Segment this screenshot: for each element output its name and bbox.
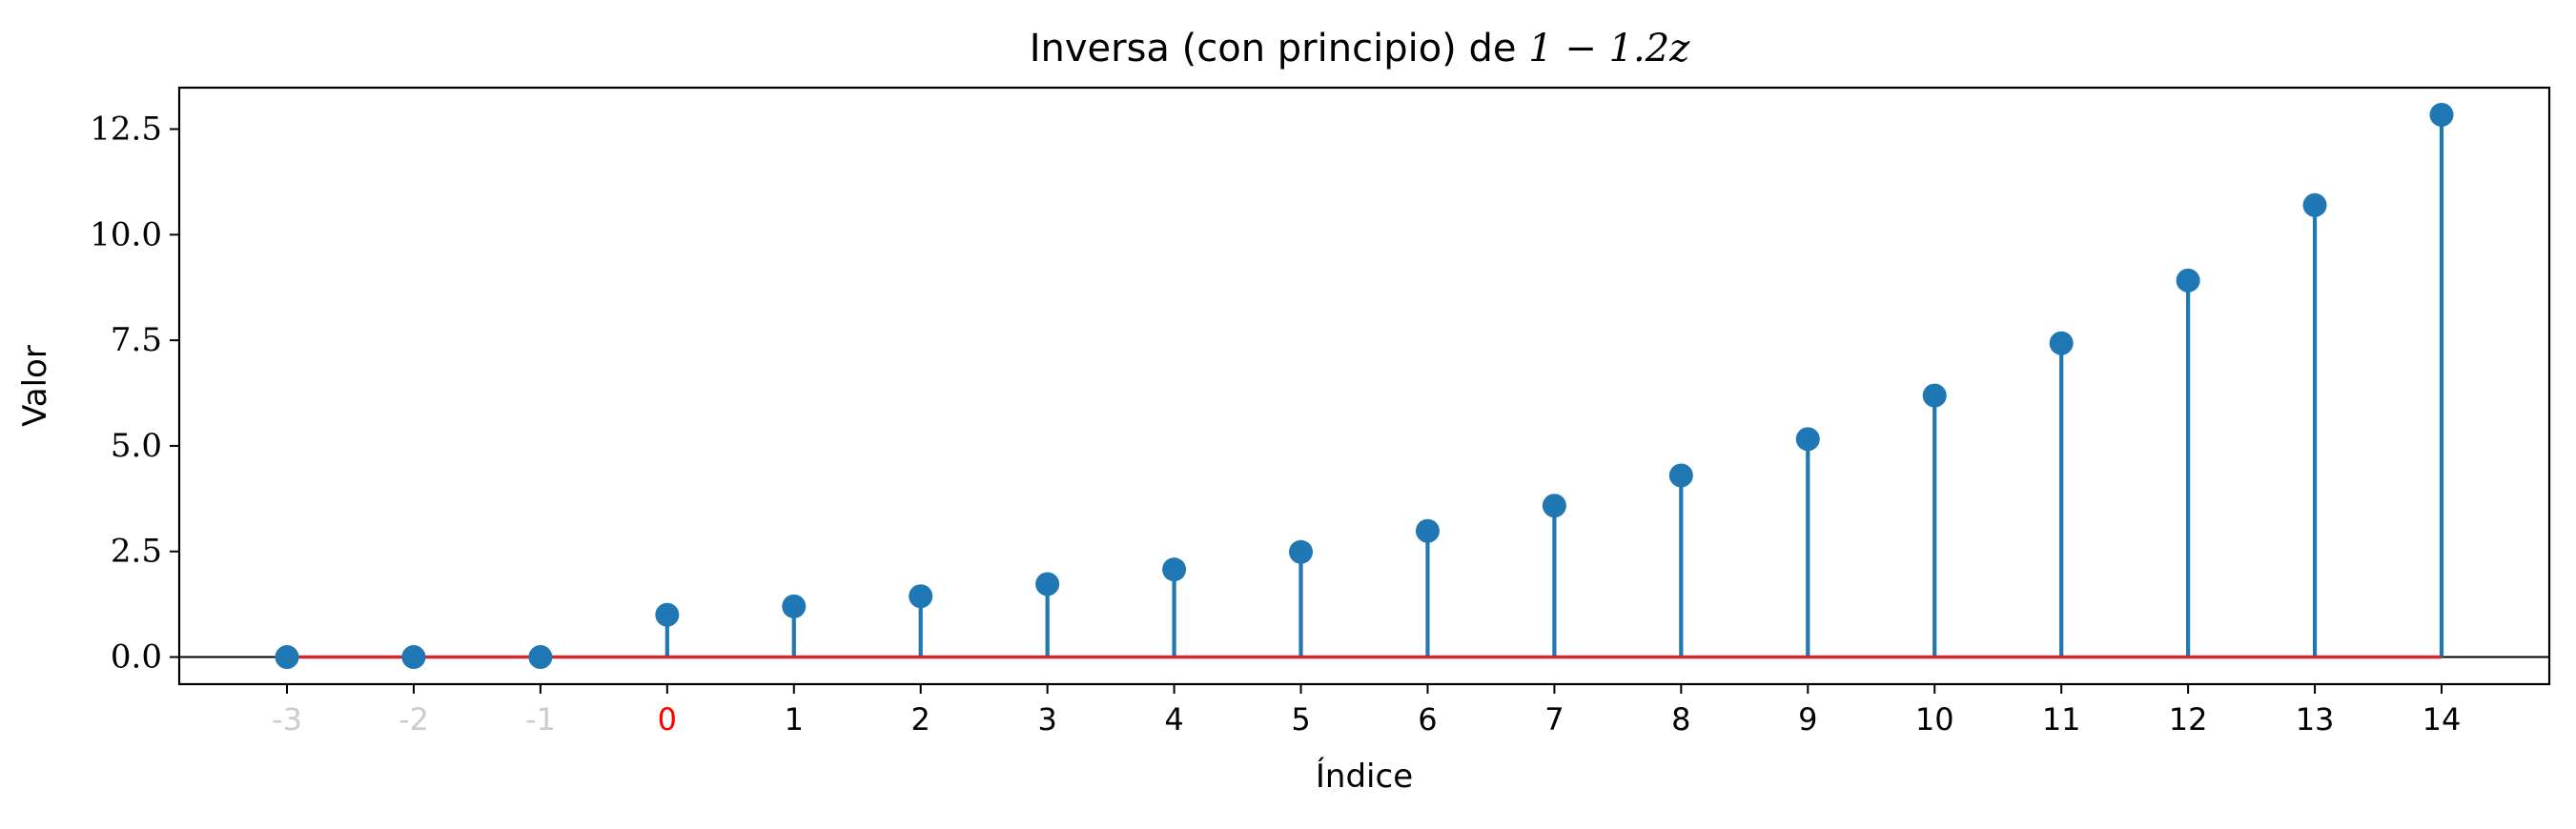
stem-marker — [1289, 539, 1314, 564]
y-tick-label: 12.5 — [90, 110, 162, 148]
x-tick-label: -1 — [525, 701, 556, 738]
x-tick-label: 11 — [2042, 701, 2081, 738]
plot-frame — [177, 86, 2551, 686]
y-tick-label: 2.5 — [111, 533, 162, 571]
y-tick-label: 7.5 — [111, 321, 162, 359]
stem-marker — [2429, 102, 2454, 127]
x-tick-label: 12 — [2169, 701, 2208, 738]
stem-marker — [2176, 268, 2200, 293]
x-tick-label: 8 — [1671, 701, 1690, 738]
stem-marker — [655, 602, 680, 627]
chart-title-text: Inversa (con principio) de — [1030, 27, 1529, 71]
stem-marker — [782, 594, 807, 618]
stem-marker — [2302, 192, 2327, 217]
stem-marker — [1415, 518, 1440, 543]
x-tick-label: 13 — [2296, 701, 2335, 738]
chart-title-math: 1 − 1.2z — [1528, 27, 1690, 71]
stem-marker — [1035, 572, 1060, 596]
stem-marker — [1162, 557, 1187, 582]
y-axis-label: Valor — [16, 345, 54, 427]
stem-marker — [1668, 463, 1693, 488]
stem-marker — [275, 645, 299, 670]
x-tick-label: 4 — [1164, 701, 1183, 738]
stem-marker — [1542, 494, 1566, 518]
stem-marker — [909, 584, 933, 609]
y-tick-label: 5.0 — [111, 427, 162, 465]
x-tick-label: 3 — [1037, 701, 1056, 738]
x-tick-label: -2 — [399, 701, 429, 738]
stem-marker — [401, 645, 426, 670]
stem-marker — [1922, 383, 1947, 408]
x-tick-label: 2 — [911, 701, 930, 738]
x-tick-label: 0 — [658, 701, 677, 738]
stem-marker — [1795, 427, 1820, 452]
stem-marker — [528, 645, 553, 670]
stem-marker — [2049, 331, 2074, 355]
x-tick-label: -3 — [272, 701, 302, 738]
x-tick-label: 5 — [1291, 701, 1310, 738]
x-tick-label: 9 — [1798, 701, 1817, 738]
x-tick-label: 10 — [1915, 701, 1954, 738]
chart-title: Inversa (con principio) de 1 − 1.2z — [1030, 27, 1691, 71]
x-tick-label: 1 — [785, 701, 804, 738]
x-tick-label: 14 — [2423, 701, 2462, 738]
x-tick-label: 7 — [1544, 701, 1564, 738]
x-axis-label: Índice — [1316, 757, 1413, 796]
y-tick-label: 10.0 — [90, 215, 162, 253]
y-tick-label: 0.0 — [111, 638, 162, 677]
x-tick-label: 6 — [1418, 701, 1437, 738]
